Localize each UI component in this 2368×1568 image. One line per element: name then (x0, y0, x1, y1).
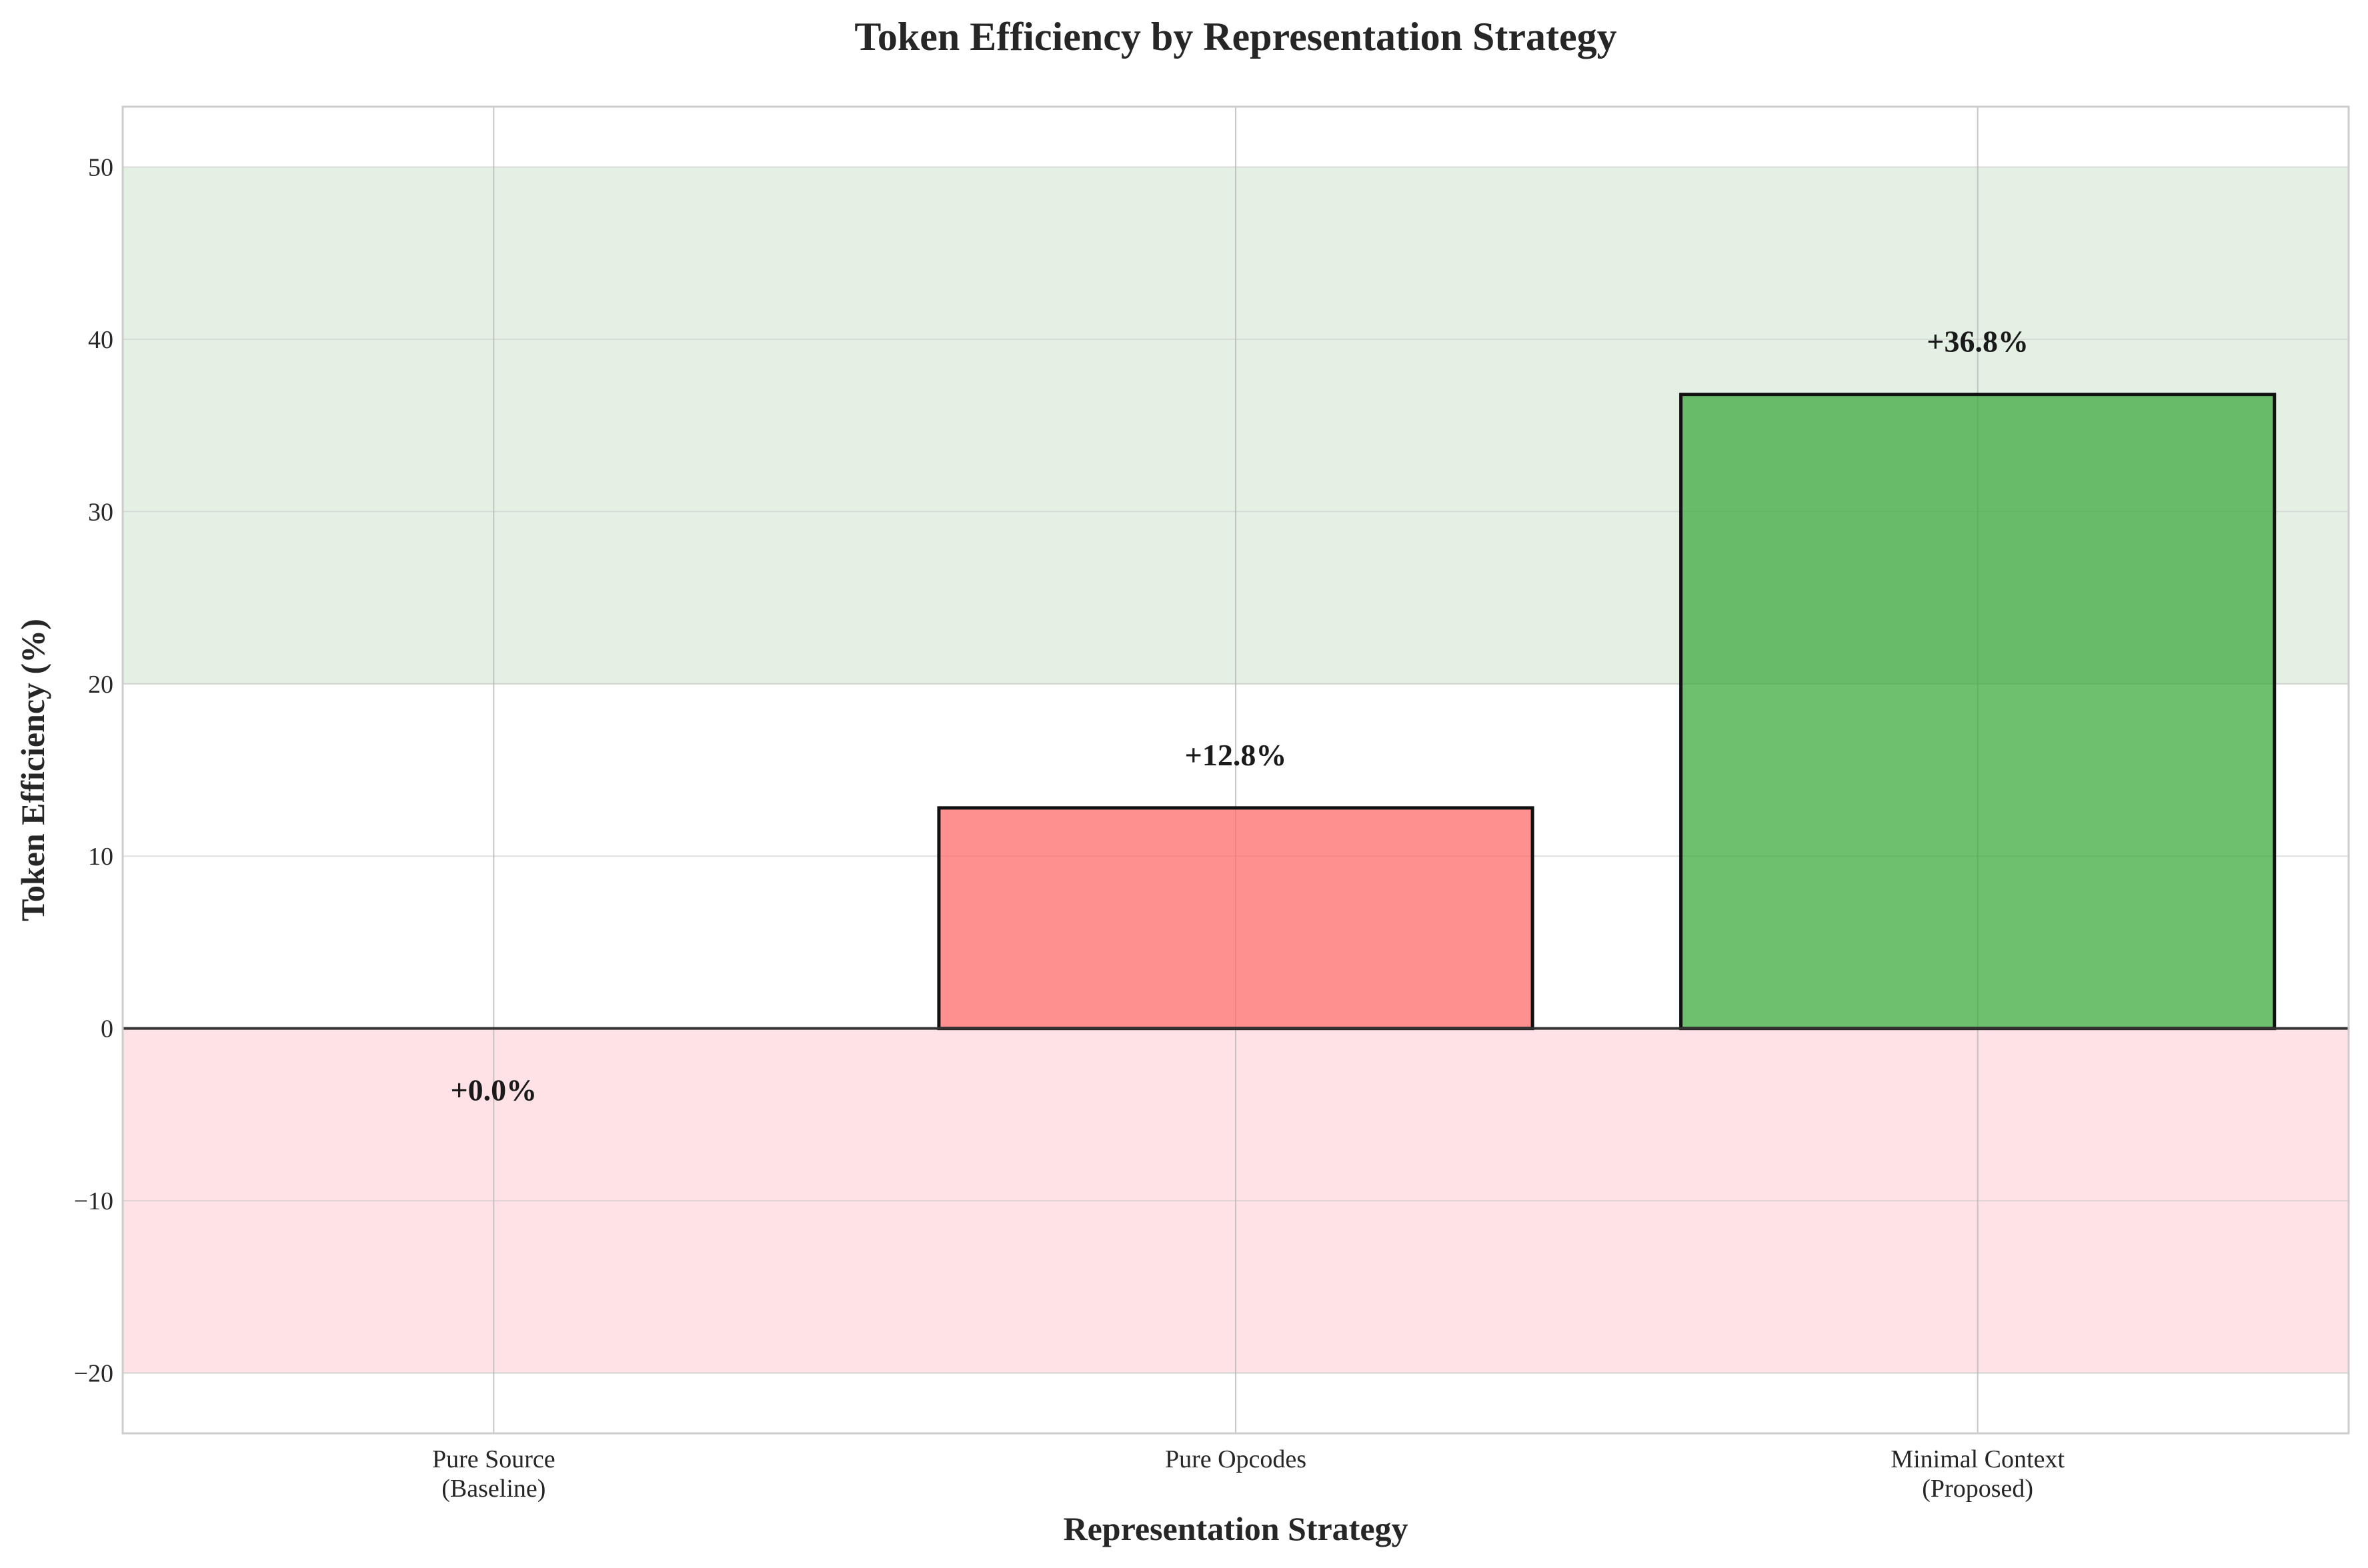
x-tick-label-2: Minimal Context (Proposed) (1891, 1445, 2065, 1503)
plot-frame (121, 105, 2350, 1435)
x-axis-label: Representation Strategy (1063, 1510, 1408, 1547)
chart-title: Token Efficiency by Representation Strat… (854, 15, 1616, 59)
bar-1 (937, 806, 1534, 1031)
y-axis-label: Token Efficiency (%) (14, 619, 51, 921)
y-tick-label-2: 0 (101, 1015, 113, 1043)
bar-value-labels: +0.0% +12.8% +36.8% (450, 325, 2029, 1107)
bar-value-label-2: +36.8% (1927, 325, 2029, 359)
x-tick-labels: Pure Source (Baseline) Pure Opcodes Minimal… (432, 1445, 2065, 1503)
bar-value-label-0: +0.0% (450, 1073, 537, 1107)
y-tick-label-7: 50 (88, 153, 113, 181)
x-tick-label-0: Pure Source (Baseline) (432, 1445, 555, 1503)
y-tick-label-0: −20 (74, 1360, 113, 1388)
y-tick-label-5: 30 (88, 498, 113, 526)
y-tick-labels: −20 −10 0 10 20 30 40 50 (74, 153, 113, 1387)
y-tick-label-3: 10 (88, 843, 113, 871)
y-tick-label-6: 40 (88, 326, 113, 354)
bars (937, 393, 2277, 1031)
bar-value-label-1: +12.8% (1185, 738, 1287, 772)
bar-2 (1679, 393, 2277, 1031)
y-tick-label-4: 20 (88, 671, 113, 699)
y-tick-label-1: −10 (74, 1187, 113, 1215)
x-tick-label-1: Pure Opcodes (1165, 1445, 1306, 1473)
